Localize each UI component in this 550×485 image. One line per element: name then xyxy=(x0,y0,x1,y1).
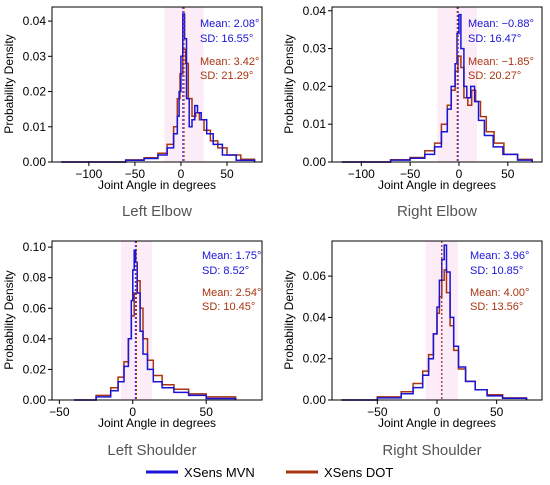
histogram-mvn xyxy=(341,244,528,401)
histogram-dot xyxy=(341,55,533,163)
y-tick-label: 0.06 xyxy=(23,301,47,315)
x-axis-label: Joint Angle in degrees xyxy=(378,416,496,430)
histogram-series xyxy=(341,244,528,401)
dot-mean-label: Mean: 3.42° xyxy=(200,56,259,68)
panel-left-shoulder: −50 0 50 0.00 0.02 0.04 0.06 0.08 0.10 Joint An… xyxy=(2,240,263,459)
y-tick-label: 0.02 xyxy=(303,79,327,93)
mean-lines xyxy=(182,7,185,162)
y-tick-label: 0.03 xyxy=(303,42,327,56)
y-tick-label: 0.02 xyxy=(23,362,47,376)
x-tick-label: 0 xyxy=(456,167,463,181)
y-tick-label: 0.08 xyxy=(23,271,47,285)
panel-right-elbow: −100 −50 0 50 0.00 0.01 0.02 0.03 0.04 Joint An… xyxy=(282,4,543,220)
y-tick-label: 0.03 xyxy=(23,49,47,63)
mean-lines xyxy=(134,241,137,400)
dot-mean-label: Mean: 4.00° xyxy=(470,287,529,299)
y-tick-label: 0.00 xyxy=(23,155,47,169)
y-axis-label: Probability Density xyxy=(282,270,296,369)
x-tick-label: 0 xyxy=(129,405,136,419)
dot-sd-label: SD: 13.56° xyxy=(470,301,523,313)
mvn-mean-label: Mean: 2.08° xyxy=(200,18,259,30)
plot-frame xyxy=(51,240,263,401)
y-axis-label: Probability Density xyxy=(2,34,16,133)
dot-mean-label: Mean: −1.85° xyxy=(468,56,534,68)
y-tick-label: 0.04 xyxy=(303,4,327,18)
x-axis-ticks: −100 −50 0 50 xyxy=(348,162,515,181)
y-axis-ticks: 0.00 0.01 0.02 0.03 0.04 xyxy=(23,14,52,169)
histogram-dot xyxy=(74,280,237,401)
dot-sd-label: SD: 10.45° xyxy=(202,301,255,313)
mvn-mean-label: Mean: −0.88° xyxy=(468,18,534,30)
histogram-series xyxy=(341,13,533,163)
dot-mean-label: Mean: 2.54° xyxy=(202,287,261,299)
y-tick-label: 0.01 xyxy=(303,117,327,131)
x-tick-label: −100 xyxy=(75,167,102,181)
y-axis-label: Probability Density xyxy=(282,34,296,133)
panel-caption: Right Shoulder xyxy=(382,442,481,459)
mvn-sd-label: SD: 16.55° xyxy=(200,33,253,45)
dot-sd-label: SD: 21.29° xyxy=(200,70,253,82)
y-tick-label: 0.02 xyxy=(23,85,47,99)
x-axis-ticks: −50 0 50 xyxy=(49,400,213,419)
y-tick-label: 0.00 xyxy=(303,155,327,169)
x-tick-label: −50 xyxy=(49,405,70,419)
mvn-sd-label: SD: 16.47° xyxy=(468,33,521,45)
mvn-sd-label: SD: 8.52° xyxy=(202,265,249,277)
x-axis-label: Joint Angle in degrees xyxy=(378,178,496,192)
legend: XSens MVN XSens DOT xyxy=(146,465,393,480)
x-tick-label: −50 xyxy=(125,167,146,181)
y-axis-ticks: 0.00 0.02 0.04 0.06 xyxy=(303,269,332,407)
x-tick-label: −100 xyxy=(348,167,375,181)
panel-caption: Right Elbow xyxy=(397,203,477,220)
x-tick-label: −50 xyxy=(400,167,421,181)
mean-lines xyxy=(456,7,459,162)
legend-label-dot: XSens DOT xyxy=(324,465,393,480)
x-tick-label: −50 xyxy=(367,405,388,419)
histogram-mvn xyxy=(74,249,237,401)
panel-right-shoulder: −50 0 50 0.00 0.02 0.04 0.06 Joint Angle in d… xyxy=(282,240,543,459)
x-tick-label: 50 xyxy=(220,167,234,181)
mvn-sd-label: SD: 10.85° xyxy=(470,265,523,277)
plot-frame xyxy=(331,6,543,163)
y-tick-label: 0.06 xyxy=(303,269,327,283)
y-tick-label: 0.00 xyxy=(23,393,47,407)
x-axis-ticks: −100 −50 0 50 xyxy=(75,162,234,181)
x-tick-label: 0 xyxy=(434,405,441,419)
histogram-mvn xyxy=(341,13,533,163)
y-axis-ticks: 0.00 0.01 0.02 0.03 0.04 xyxy=(303,4,332,169)
histogram-series xyxy=(74,249,237,401)
mvn-mean-label: Mean: 1.75° xyxy=(202,250,261,262)
x-axis-label: Joint Angle in degrees xyxy=(98,178,216,192)
y-tick-label: 0.01 xyxy=(23,120,47,134)
histogram-mvn xyxy=(61,13,256,163)
panel-left-elbow: −100 −50 0 50 0.00 0.01 0.02 0.03 0.04 Joint An… xyxy=(2,6,263,220)
y-tick-label: 0.04 xyxy=(23,14,47,28)
dot-sd-label: SD: 20.27° xyxy=(468,70,521,82)
x-tick-label: 0 xyxy=(178,167,185,181)
mvn-mean-label: Mean: 3.96° xyxy=(470,250,529,262)
x-tick-label: 50 xyxy=(490,405,504,419)
panel-caption: Left Elbow xyxy=(122,203,192,220)
y-tick-label: 0.10 xyxy=(23,240,47,254)
x-axis-ticks: −50 0 50 xyxy=(367,400,504,419)
histogram-dot xyxy=(61,48,256,163)
x-axis-label: Joint Angle in degrees xyxy=(98,416,216,430)
histogram-series xyxy=(61,13,256,163)
x-tick-label: 50 xyxy=(200,405,214,419)
legend-label-mvn: XSens MVN xyxy=(184,465,255,480)
y-axis-ticks: 0.00 0.02 0.04 0.06 0.08 0.10 xyxy=(23,240,52,407)
y-tick-label: 0.02 xyxy=(303,352,327,366)
panel-caption: Left Shoulder xyxy=(107,442,196,459)
x-tick-label: 50 xyxy=(501,167,515,181)
y-tick-label: 0.00 xyxy=(303,393,327,407)
y-tick-label: 0.04 xyxy=(303,310,327,324)
plot-frame xyxy=(51,6,263,163)
y-axis-label: Probability Density xyxy=(2,270,16,369)
y-tick-label: 0.04 xyxy=(23,332,47,346)
